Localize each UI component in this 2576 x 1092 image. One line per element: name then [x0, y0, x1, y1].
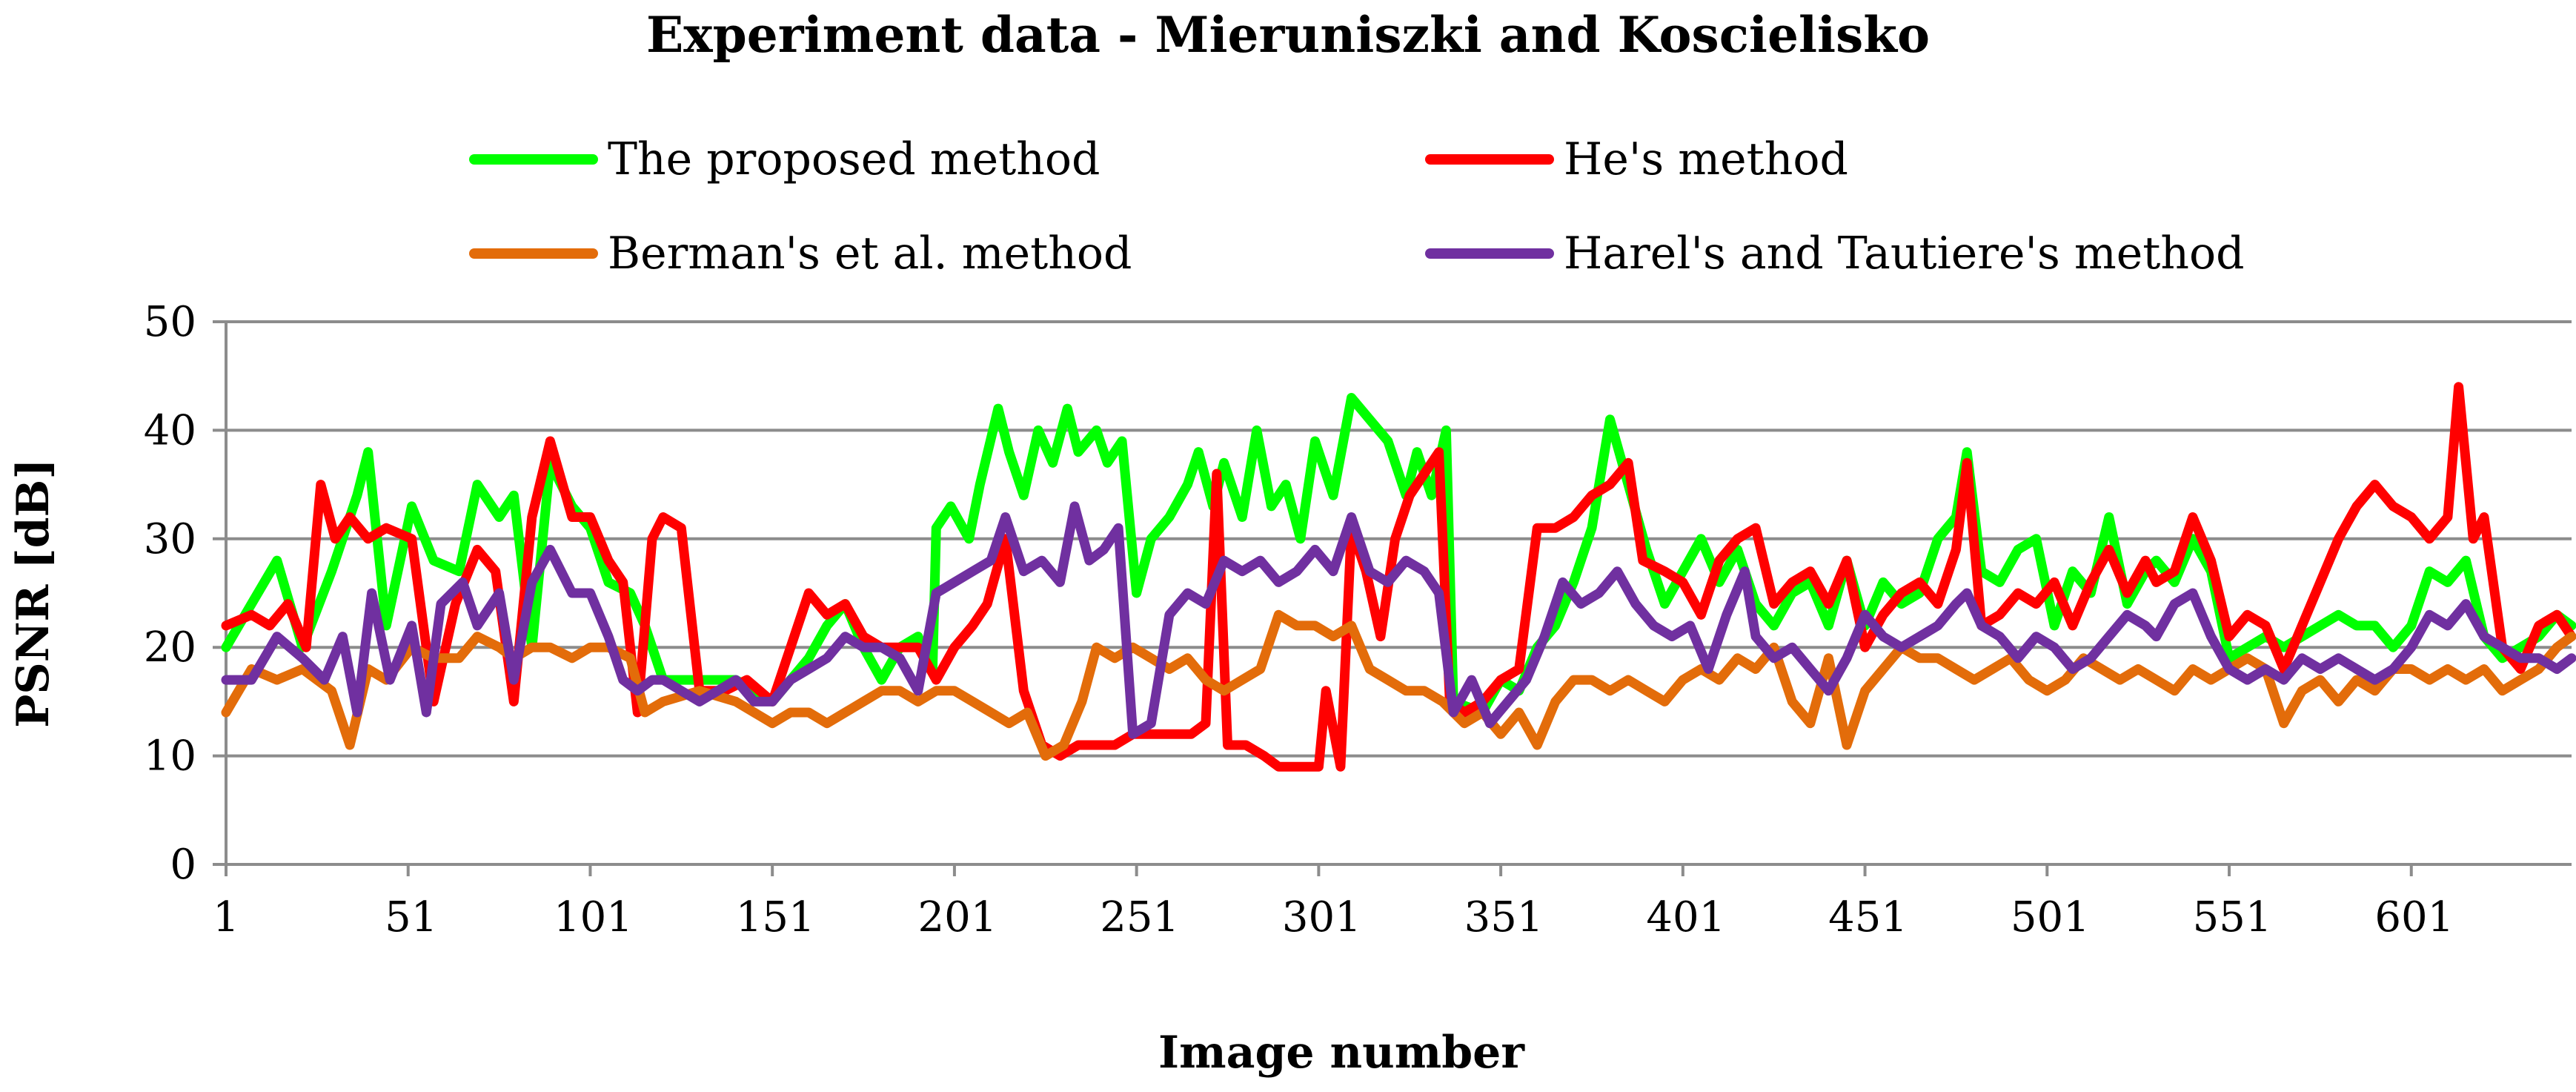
legend-label-2: He's method [1564, 133, 1848, 185]
x-tick-label-251: 251 [1100, 893, 1179, 942]
x-axis-ticks: 1 51 101 151 201 251 301 351 401 451 501 551 601 [213, 864, 2454, 942]
y-tick-label-10: 10 [144, 732, 196, 781]
series-lines [221, 382, 2576, 772]
chart-title: Experiment data - Mieruniszki and Koscie… [646, 6, 1930, 64]
chart-axes [225, 322, 2572, 866]
x-axis-title: Image number [1158, 1027, 1525, 1079]
chart-legend: The proposed method He's method Berman's e… [469, 133, 2245, 279]
legend-label-1: The proposed method [608, 133, 1100, 185]
y-axis-ticks: 0 10 20 30 40 50 [144, 298, 226, 889]
y-tick-label-30: 30 [144, 515, 196, 563]
series-line-4 [221, 501, 2576, 739]
legend-label-4: Harel's and Tautiere's method [1564, 228, 2245, 279]
y-axis-title: PSNR [dB] [7, 458, 59, 728]
x-tick-label-401: 401 [1646, 893, 1725, 942]
y-tick-label-40: 40 [144, 406, 196, 454]
x-tick-label-301: 301 [1282, 893, 1361, 942]
series-line-2 [221, 382, 2576, 772]
x-tick-label-501: 501 [2011, 893, 2090, 942]
x-tick-label-551: 551 [2193, 893, 2272, 942]
x-tick-label-51: 51 [385, 893, 437, 942]
legend-label-3: Berman's et al. method [608, 228, 1132, 279]
x-tick-label-201: 201 [917, 893, 997, 942]
x-tick-label-451: 451 [1828, 893, 1908, 942]
x-tick-label-101: 101 [554, 893, 633, 942]
y-tick-label-20: 20 [144, 623, 196, 672]
y-tick-label-0: 0 [170, 841, 196, 889]
x-tick-label-1: 1 [213, 893, 239, 942]
x-tick-label-151: 151 [736, 893, 815, 942]
x-tick-label-601: 601 [2374, 893, 2454, 942]
series-line-1 [221, 393, 2576, 718]
y-tick-label-50: 50 [144, 298, 196, 346]
x-tick-label-351: 351 [1464, 893, 1544, 942]
